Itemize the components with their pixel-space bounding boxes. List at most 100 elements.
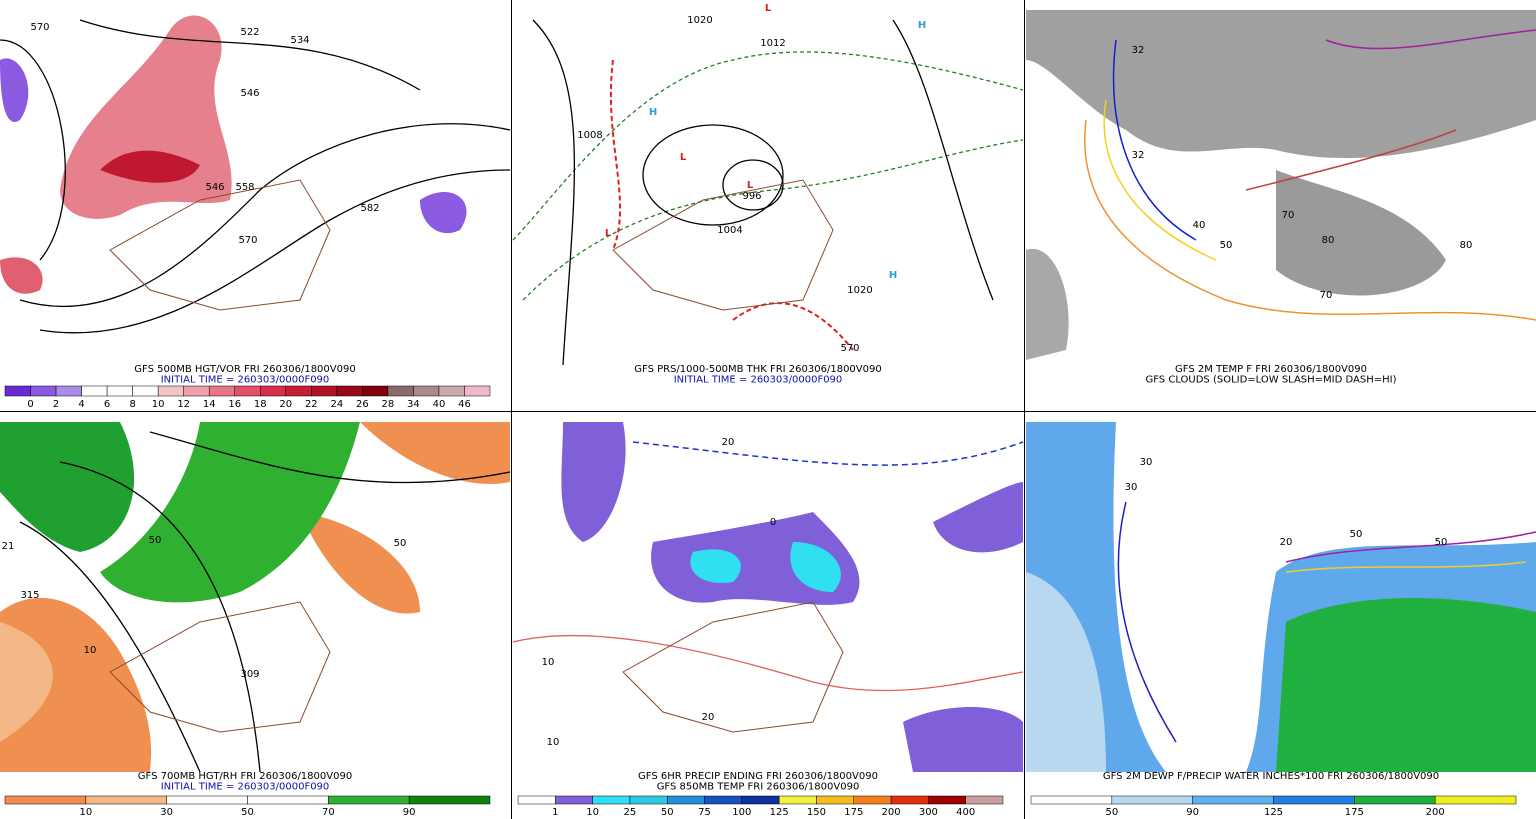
colorbar-label: 50	[241, 807, 254, 818]
colorbar-label: 18	[254, 399, 267, 410]
caption: GFS PRS/1000-500MB THK FRI 260306/1800V0…	[634, 364, 881, 375]
map-label: 20	[702, 712, 715, 723]
isobar	[722, 159, 784, 211]
colorbar-swatch	[4, 385, 31, 397]
colorbar-swatch	[413, 385, 440, 397]
colorbar-label: 50	[661, 807, 674, 818]
colorbar-swatch	[132, 385, 159, 397]
colorbar-swatch	[816, 795, 855, 805]
colorbar-swatch	[408, 795, 491, 805]
rh	[0, 622, 53, 742]
colorbar-swatch	[234, 385, 261, 397]
map-label: 1008	[577, 130, 602, 141]
colorbar-swatch	[208, 385, 235, 397]
dewpoint	[1285, 531, 1536, 563]
rh	[360, 422, 510, 484]
colorbar-label: 24	[330, 399, 343, 410]
colorbar-swatch	[890, 795, 929, 805]
isobar	[532, 19, 576, 366]
colorbar-swatch	[55, 385, 82, 397]
thickness	[732, 302, 854, 351]
map-label: 30	[1125, 482, 1138, 493]
colorbar-label: 300	[919, 807, 938, 818]
contour	[79, 19, 421, 91]
map-label: 1012	[760, 38, 785, 49]
colorbar-label: 200	[882, 807, 901, 818]
rh	[300, 512, 420, 614]
colorbar-swatch	[166, 795, 248, 805]
caption: GFS 700MB HGT/RH FRI 260306/1800V090	[138, 771, 352, 782]
colorbar-swatch	[438, 385, 465, 397]
map-label: 1004	[717, 225, 742, 236]
colorbar-swatch	[629, 795, 668, 805]
map-label: 1020	[847, 285, 872, 296]
precip	[933, 482, 1023, 553]
colorbar-swatch	[157, 385, 184, 397]
caption: GFS CLOUDS (SOLID=LOW SLASH=MID DASH=HI)	[1145, 375, 1396, 386]
map-label: 40	[1193, 220, 1206, 231]
colorbar-label: 10	[586, 807, 599, 818]
borders	[109, 601, 331, 733]
colorbar-swatch	[30, 385, 57, 397]
colorbar-label: 25	[624, 807, 637, 818]
map-label: 30	[1140, 457, 1153, 468]
colorbar-swatch	[362, 385, 389, 397]
clouds	[1026, 248, 1069, 360]
colorbar-swatch	[741, 795, 780, 805]
contour	[149, 431, 511, 484]
map-label: 50	[1220, 240, 1233, 251]
map-label: 50	[394, 538, 407, 549]
contour	[0, 39, 66, 261]
map-label: 80	[1322, 235, 1335, 246]
caption: INITIAL TIME = 260303/0000F090	[674, 375, 843, 386]
map-label: 1020	[687, 15, 712, 26]
map-label: 70	[1320, 290, 1333, 301]
colorbar-swatch	[1354, 795, 1436, 805]
colorbar-swatch	[260, 385, 287, 397]
map-label: 80	[1460, 240, 1473, 251]
map-label: 570	[30, 22, 49, 33]
colorbar-swatch	[965, 795, 1004, 805]
colorbar-swatch	[81, 385, 108, 397]
rh	[0, 597, 152, 772]
isobar	[642, 124, 784, 226]
colorbar-label: 50	[1105, 807, 1118, 818]
map-precip	[512, 422, 1024, 772]
caption: GFS 500MB HGT/VOR FRI 260306/1800V090	[134, 364, 355, 375]
map-label: 582	[360, 203, 379, 214]
colorbar-swatch	[1111, 795, 1193, 805]
map-thickness	[512, 0, 1024, 366]
pw	[1026, 572, 1106, 772]
map-label: 70	[1282, 210, 1295, 221]
map-label: 546	[205, 182, 224, 193]
colorbar-label: 6	[104, 399, 110, 410]
map-label: L	[765, 3, 772, 14]
colorbar-label: 1	[552, 807, 558, 818]
vorticity	[420, 191, 467, 234]
colorbar-swatch	[928, 795, 966, 805]
vorticity	[100, 150, 200, 183]
colorbar-label: 125	[1264, 807, 1283, 818]
colorbar-label: 22	[305, 399, 318, 410]
map-label: 20	[1280, 537, 1293, 548]
colorbar-swatch	[336, 385, 363, 397]
colorbar-swatch	[778, 795, 817, 805]
colorbar-swatch	[555, 795, 593, 805]
colorbar-swatch	[85, 795, 167, 805]
map-bg	[513, 0, 1023, 365]
isotherm	[1112, 39, 1197, 241]
isotherm	[1103, 99, 1217, 261]
colorbar-swatch	[1030, 795, 1113, 805]
isotherm	[512, 634, 1024, 692]
colorbar-label: 40	[433, 399, 446, 410]
colorbar-label: 28	[382, 399, 395, 410]
vorticity	[0, 58, 29, 122]
map-label: 20	[722, 437, 735, 448]
colorbar-swatch	[1192, 795, 1274, 805]
colorbar-swatch	[1273, 795, 1355, 805]
pw	[1276, 598, 1536, 772]
colorbar-swatch	[311, 385, 338, 397]
colorbar-swatch	[704, 795, 743, 805]
colorbar-swatch	[328, 795, 410, 805]
